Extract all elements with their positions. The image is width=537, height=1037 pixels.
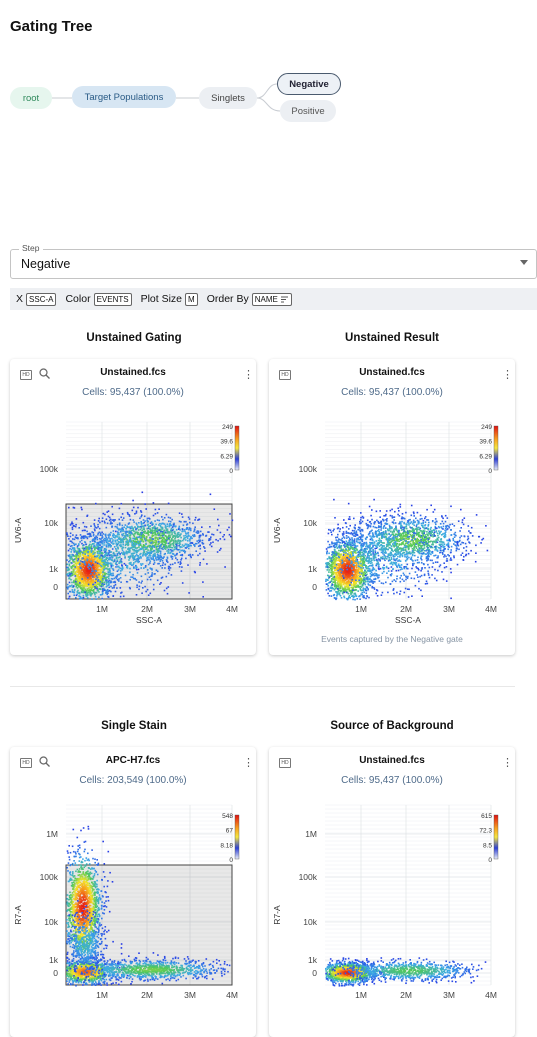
color-scale-label: 72.3 — [479, 828, 492, 835]
color-scale-label: 548 — [222, 813, 233, 820]
plot-toolbar: X SSC-A Color EVENTS Plot Size M Order B… — [10, 288, 537, 310]
y-tick-label: 100k — [299, 464, 318, 474]
y-axis-label: R7-A — [272, 905, 282, 925]
density-points — [325, 957, 486, 986]
density-points — [325, 499, 488, 601]
x-axis-label: SSC-A — [395, 615, 421, 625]
color-scale-label: 0 — [488, 468, 492, 475]
y-tick-label: 10k — [44, 917, 58, 927]
color-scale-label: 8.5 — [483, 842, 492, 849]
y-tick-label: 100k — [40, 872, 59, 882]
step-select-label: Step — [19, 243, 43, 253]
y-tick-label: 1k — [308, 955, 318, 965]
y-tick-label: 10k — [44, 518, 58, 528]
y-tick-label: 10k — [303, 518, 317, 528]
y-axis-label: R7-A — [13, 905, 23, 925]
plot-caption: Events captured by the Negative gate — [269, 634, 515, 644]
y-tick-label: 1M — [46, 829, 58, 839]
x-tick-label: 1M — [96, 990, 108, 1000]
y-tick-label: 0 — [312, 582, 317, 592]
color-chip[interactable]: EVENTS — [94, 293, 132, 306]
x-tick-label: 3M — [443, 604, 455, 614]
section-title-single-stain: Single Stain — [19, 720, 249, 732]
y-axis-label: UV6-A — [13, 518, 23, 543]
x-tick-label: 4M — [485, 990, 497, 1000]
density-plot[interactable]: 615 72.3 8.5 0 1M 100k 10k 1k 0 1M 2M 3M 4M R7-A — [269, 747, 515, 1037]
y-tick-label: 1k — [49, 955, 59, 965]
tree-node-singlets[interactable]: Singlets — [199, 87, 257, 109]
color-scale-label: 0 — [229, 857, 233, 864]
y-tick-label: 1k — [308, 564, 318, 574]
color-scale-label: 39.6 — [220, 439, 233, 446]
x-tick-label: 4M — [226, 990, 238, 1000]
section-title-source-of-background: Source of Background — [277, 720, 507, 732]
color-scale-label: 39.6 — [479, 439, 492, 446]
section-title-unstained-gating: Unstained Gating — [19, 332, 249, 344]
y-axis-label: UV6-A — [272, 518, 282, 543]
x-tick-label: 1M — [96, 604, 108, 614]
x-tick-label: 2M — [141, 604, 153, 614]
plot-grid — [325, 805, 491, 985]
color-scale-bar — [235, 426, 239, 470]
color-label: Color — [65, 293, 90, 305]
y-tick-label: 10k — [303, 917, 317, 927]
color-scale-label: 0 — [488, 857, 492, 864]
tree-node-negative[interactable]: Negative — [277, 73, 341, 95]
y-tick-label: 100k — [299, 872, 318, 882]
x-tick-label: 3M — [184, 604, 196, 614]
x-tick-label: 2M — [141, 990, 153, 1000]
color-scale-label: 0 — [229, 468, 233, 475]
tree-node-positive[interactable]: Positive — [280, 100, 336, 122]
tree-node-target-populations[interactable]: Target Populations — [72, 86, 176, 108]
x-axis-label: X — [16, 293, 23, 305]
sort-icon — [280, 296, 289, 303]
x-tick-label: 2M — [400, 604, 412, 614]
section-title-unstained-result: Unstained Result — [277, 332, 507, 344]
color-scale-label: 249 — [222, 424, 233, 431]
step-select-value: Negative — [21, 257, 70, 271]
x-tick-label: 4M — [226, 604, 238, 614]
color-scale-label: 249 — [481, 424, 492, 431]
order-by-label: Order By — [207, 293, 249, 305]
plot-size-label: Plot Size — [141, 293, 182, 305]
density-plot[interactable]: 548 67 8.18 0 1M 100k 10k 1k 0 1M 2M 3M 4M R7-A — [10, 747, 256, 1037]
color-scale-label: 6.29 — [479, 453, 492, 460]
y-tick-label: 0 — [53, 968, 58, 978]
plot-size-chip[interactable]: M — [185, 293, 198, 306]
color-scale-label: 615 — [481, 813, 492, 820]
color-scale-bar — [494, 426, 498, 470]
step-select[interactable]: Step Negative — [10, 249, 537, 279]
y-tick-label: 0 — [312, 968, 317, 978]
x-tick-label: 2M — [400, 990, 412, 1000]
y-tick-label: 100k — [40, 464, 59, 474]
order-by-chip[interactable]: NAME — [252, 293, 292, 306]
x-tick-label: 1M — [355, 990, 367, 1000]
x-axis-chip[interactable]: SSC-A — [26, 293, 56, 306]
color-scale-bar — [235, 815, 239, 859]
y-tick-label: 0 — [53, 582, 58, 592]
x-tick-label: 3M — [184, 990, 196, 1000]
y-tick-label: 1M — [305, 829, 317, 839]
dropdown-caret-icon — [520, 260, 528, 265]
color-scale-label: 6.29 — [220, 453, 233, 460]
x-tick-label: 1M — [355, 604, 367, 614]
density-plot[interactable]: 249 39.6 6.29 0 100k 10k 1k 0 1M 2M 3M 4M UV6-A SSC-A — [269, 359, 515, 649]
gating-tree-connectors — [0, 0, 537, 130]
tree-node-root[interactable]: root — [10, 87, 52, 109]
density-plot[interactable]: 249 39.6 6.29 0 100k 10k 1k 0 1M 2M 3M 4M UV6-A SSC-A — [10, 359, 256, 649]
y-tick-label: 1k — [49, 564, 59, 574]
color-scale-label: 67 — [226, 828, 234, 835]
color-scale-bar — [494, 815, 498, 859]
section-divider — [10, 686, 515, 687]
x-tick-label: 4M — [485, 604, 497, 614]
color-scale-label: 8.18 — [220, 842, 233, 849]
x-axis-label: SSC-A — [136, 615, 162, 625]
order-by-value: NAME — [255, 294, 278, 305]
x-tick-label: 3M — [443, 990, 455, 1000]
